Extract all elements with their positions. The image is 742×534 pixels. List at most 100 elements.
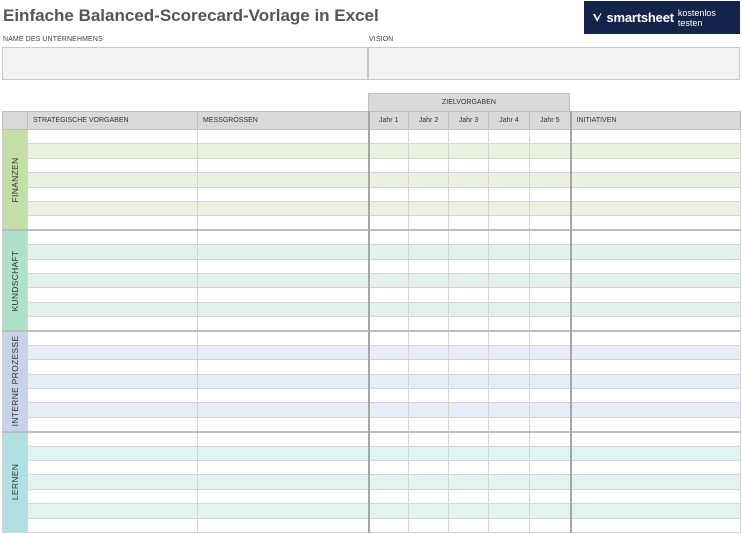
- table-cell[interactable]: [408, 488, 449, 505]
- table-cell[interactable]: [408, 459, 449, 476]
- table-cell[interactable]: [27, 229, 198, 246]
- table-cell[interactable]: [197, 488, 369, 505]
- table-cell[interactable]: [408, 128, 449, 145]
- table-cell[interactable]: [197, 200, 369, 217]
- table-cell[interactable]: [488, 287, 530, 303]
- table-cell[interactable]: [197, 287, 369, 303]
- table-cell[interactable]: [488, 128, 530, 145]
- table-cell[interactable]: [197, 128, 369, 145]
- table-cell[interactable]: [448, 229, 489, 246]
- table-cell[interactable]: [367, 459, 409, 476]
- table-cell[interactable]: [570, 430, 741, 447]
- table-cell[interactable]: [27, 445, 198, 461]
- table-cell[interactable]: [448, 503, 489, 519]
- table-cell[interactable]: [27, 488, 198, 505]
- table-cell[interactable]: [570, 143, 741, 159]
- table-cell[interactable]: [197, 215, 369, 231]
- table-cell[interactable]: [367, 344, 409, 361]
- table-cell[interactable]: [197, 244, 369, 260]
- table-cell[interactable]: [488, 430, 530, 447]
- table-cell[interactable]: [448, 517, 489, 533]
- table-cell[interactable]: [197, 388, 369, 404]
- table-cell[interactable]: [367, 272, 409, 289]
- table-cell[interactable]: [27, 402, 198, 418]
- table-cell[interactable]: [27, 329, 198, 346]
- table-cell[interactable]: [408, 143, 449, 159]
- table-cell[interactable]: [570, 488, 741, 505]
- table-cell[interactable]: [488, 229, 530, 246]
- table-cell[interactable]: [448, 200, 489, 217]
- table-cell[interactable]: [570, 157, 741, 174]
- table-cell[interactable]: [367, 474, 409, 490]
- table-cell[interactable]: [488, 459, 530, 476]
- table-cell[interactable]: [529, 200, 572, 217]
- table-cell[interactable]: [408, 157, 449, 174]
- table-cell[interactable]: [27, 301, 198, 318]
- table-cell[interactable]: [529, 517, 572, 533]
- table-cell[interactable]: [408, 474, 449, 490]
- table-cell[interactable]: [367, 488, 409, 505]
- table-cell[interactable]: [197, 272, 369, 289]
- table-cell[interactable]: [529, 344, 572, 361]
- table-cell[interactable]: [408, 329, 449, 346]
- table-cell[interactable]: [529, 503, 572, 519]
- table-cell[interactable]: [448, 388, 489, 404]
- table-cell[interactable]: [27, 373, 198, 390]
- table-cell[interactable]: [448, 272, 489, 289]
- table-cell[interactable]: [529, 143, 572, 159]
- table-cell[interactable]: [408, 359, 449, 375]
- table-cell[interactable]: [448, 402, 489, 418]
- table-cell[interactable]: [367, 517, 409, 533]
- table-cell[interactable]: [448, 373, 489, 390]
- table-cell[interactable]: [367, 258, 409, 274]
- table-cell[interactable]: [367, 157, 409, 174]
- table-cell[interactable]: [488, 373, 530, 390]
- table-cell[interactable]: [448, 258, 489, 274]
- table-cell[interactable]: [408, 301, 449, 318]
- table-cell[interactable]: [488, 316, 530, 332]
- table-cell[interactable]: [27, 430, 198, 447]
- table-cell[interactable]: [197, 229, 369, 246]
- table-cell[interactable]: [408, 215, 449, 231]
- table-cell[interactable]: [570, 373, 741, 390]
- table-cell[interactable]: [529, 445, 572, 461]
- table-cell[interactable]: [529, 128, 572, 145]
- table-cell[interactable]: [529, 459, 572, 476]
- table-cell[interactable]: [488, 157, 530, 174]
- table-cell[interactable]: [408, 503, 449, 519]
- table-cell[interactable]: [197, 517, 369, 533]
- table-cell[interactable]: [529, 172, 572, 188]
- table-cell[interactable]: [408, 272, 449, 289]
- table-cell[interactable]: [27, 172, 198, 188]
- table-cell[interactable]: [529, 388, 572, 404]
- table-cell[interactable]: [488, 272, 530, 289]
- table-cell[interactable]: [408, 445, 449, 461]
- table-cell[interactable]: [367, 402, 409, 418]
- table-cell[interactable]: [367, 445, 409, 461]
- table-cell[interactable]: [408, 316, 449, 332]
- table-cell[interactable]: [488, 200, 530, 217]
- table-cell[interactable]: [529, 215, 572, 231]
- table-cell[interactable]: [570, 229, 741, 246]
- table-cell[interactable]: [488, 186, 530, 202]
- table-cell[interactable]: [197, 430, 369, 447]
- table-cell[interactable]: [197, 503, 369, 519]
- table-cell[interactable]: [408, 200, 449, 217]
- table-cell[interactable]: [529, 359, 572, 375]
- table-cell[interactable]: [367, 430, 409, 447]
- table-cell[interactable]: [367, 359, 409, 375]
- table-cell[interactable]: [488, 172, 530, 188]
- table-cell[interactable]: [488, 258, 530, 274]
- table-cell[interactable]: [408, 402, 449, 418]
- table-cell[interactable]: [529, 430, 572, 447]
- table-cell[interactable]: [408, 388, 449, 404]
- table-cell[interactable]: [27, 344, 198, 361]
- table-cell[interactable]: [197, 329, 369, 346]
- table-cell[interactable]: [408, 430, 449, 447]
- table-cell[interactable]: [488, 215, 530, 231]
- table-cell[interactable]: [570, 517, 741, 533]
- table-cell[interactable]: [529, 488, 572, 505]
- table-cell[interactable]: [488, 344, 530, 361]
- table-cell[interactable]: [197, 416, 369, 433]
- table-cell[interactable]: [488, 488, 530, 505]
